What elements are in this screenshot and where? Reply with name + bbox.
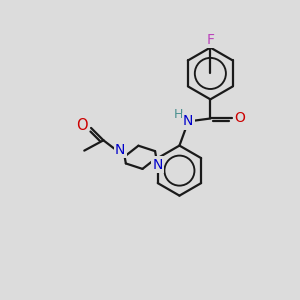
Text: N: N [153, 158, 163, 172]
Text: N: N [183, 114, 194, 128]
Text: H: H [174, 109, 184, 122]
Text: O: O [234, 112, 245, 125]
Text: N: N [115, 143, 125, 157]
Text: O: O [76, 118, 88, 133]
Text: F: F [206, 33, 214, 47]
Text: N: N [153, 158, 163, 172]
